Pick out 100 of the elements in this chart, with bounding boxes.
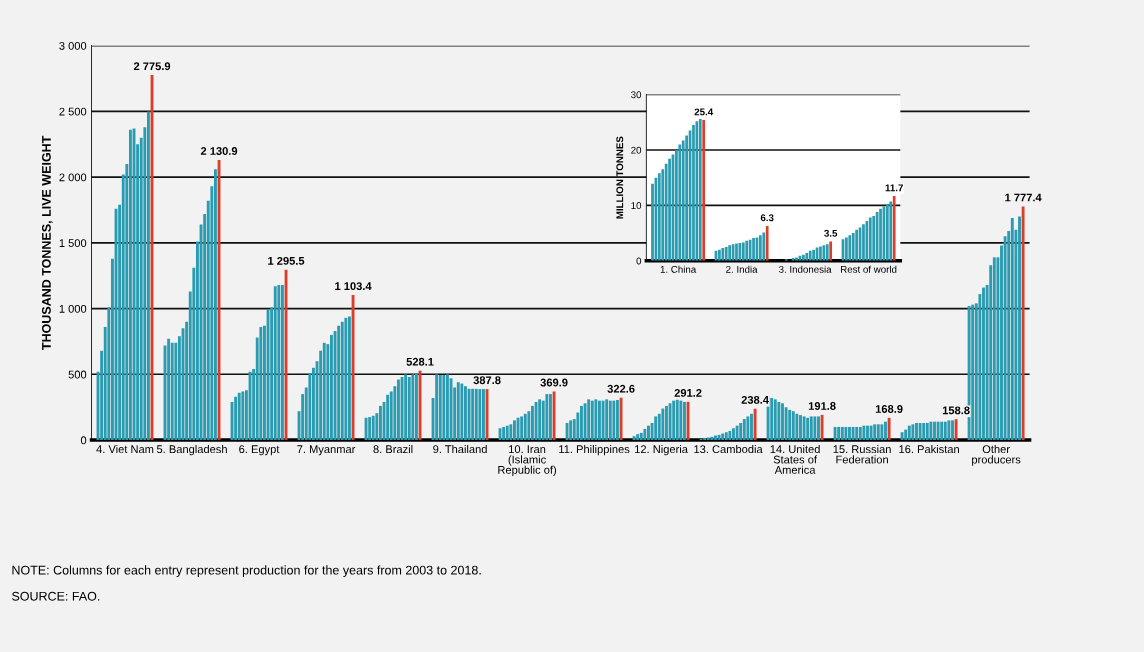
bar: [664, 163, 668, 261]
bar: [717, 434, 721, 441]
data-label: 191.8: [808, 402, 836, 410]
bar: [446, 374, 449, 441]
bar: [855, 426, 859, 441]
bar: [273, 286, 277, 441]
bar: [594, 399, 598, 441]
data-label: 387.8: [473, 376, 501, 385]
bar: [471, 388, 475, 441]
x-tick-label: 16. Pakistan: [899, 444, 959, 454]
bar: [681, 140, 685, 261]
y-tick-label: 20: [631, 146, 642, 154]
data-label: 1 103.4: [335, 282, 372, 291]
bar: [971, 304, 975, 441]
bar: [397, 379, 400, 441]
data-label: 1 777.4: [1005, 193, 1042, 202]
bar: [386, 394, 390, 441]
data-label: 3.5: [824, 229, 838, 237]
x-tick-label: 7. Myanmar: [297, 445, 356, 456]
x-tick-label: 10. Iran (Islamic Republic of): [498, 445, 557, 477]
bar: [788, 409, 792, 441]
bar: [889, 201, 893, 261]
x-tick-label: Other producers: [972, 444, 1021, 466]
bar: [661, 408, 665, 441]
bar: [817, 416, 820, 441]
bar: [765, 225, 769, 261]
bar: [840, 426, 844, 441]
bar: [808, 250, 812, 261]
bar: [739, 423, 743, 441]
bar: [721, 433, 725, 441]
bar: [822, 245, 826, 261]
bar: [724, 246, 728, 261]
bar: [277, 284, 281, 441]
bar: [605, 399, 609, 441]
bar: [918, 423, 922, 441]
bar: [951, 420, 954, 441]
bar: [848, 426, 851, 441]
bar: [718, 249, 721, 261]
bar: [795, 257, 798, 261]
x-tick-label: 11. Philippines: [559, 444, 630, 456]
y-tick-label: 0: [80, 436, 87, 445]
bar: [478, 389, 482, 441]
bar: [1021, 206, 1025, 441]
bar: [805, 253, 809, 261]
bar: [590, 400, 594, 441]
bar: [643, 428, 647, 441]
bar: [513, 420, 516, 441]
bar: [616, 400, 619, 441]
bar: [819, 246, 822, 261]
bar: [904, 429, 908, 441]
x-tick-label: 14. United States of America: [770, 444, 820, 474]
bar: [608, 400, 612, 441]
data-label: 1 295.5: [268, 256, 305, 265]
bar: [940, 421, 944, 441]
bar: [612, 400, 616, 441]
bar: [812, 249, 815, 261]
bar: [685, 135, 688, 261]
bar: [668, 403, 672, 441]
bar: [714, 435, 717, 441]
data-label: 322.6: [607, 384, 635, 393]
bar: [1010, 217, 1014, 441]
data-label: 158.8: [942, 406, 970, 415]
bar: [791, 411, 795, 441]
bar: [686, 401, 690, 441]
bar: [933, 421, 936, 441]
data-label: 2 775.9: [133, 62, 171, 71]
x-tick-label: 1. China: [660, 265, 697, 273]
data-label: 238.4: [741, 395, 769, 404]
bar: [460, 383, 464, 441]
y-tick-label: 3 000: [59, 41, 87, 50]
bar: [876, 424, 880, 441]
y-tick-label: 1 500: [59, 239, 87, 248]
bar: [549, 394, 552, 441]
bar: [855, 229, 858, 261]
bar: [639, 432, 643, 441]
bar: [657, 413, 661, 441]
data-label: 369.9: [540, 378, 568, 387]
bar: [721, 248, 725, 261]
bar: [657, 173, 661, 261]
bar: [858, 426, 862, 441]
bar: [505, 425, 509, 441]
x-tick-label: 13. Cambodia: [694, 444, 763, 454]
x-tick-label: 15. Russian Federation: [833, 444, 891, 464]
x-tick-label: Rest of world: [841, 265, 897, 273]
bar: [672, 400, 676, 441]
bar: [746, 416, 750, 441]
bar: [545, 394, 549, 441]
bar: [773, 399, 777, 441]
data-label: 6.3: [760, 214, 774, 222]
bar: [770, 398, 774, 441]
bar: [322, 342, 326, 441]
bar: [752, 238, 755, 261]
bar: [531, 405, 534, 441]
bar: [241, 391, 245, 441]
bar: [884, 421, 887, 441]
bar: [371, 415, 375, 441]
bar: [732, 428, 735, 441]
bar: [379, 405, 382, 441]
bar: [777, 401, 781, 441]
bar: [259, 327, 263, 441]
